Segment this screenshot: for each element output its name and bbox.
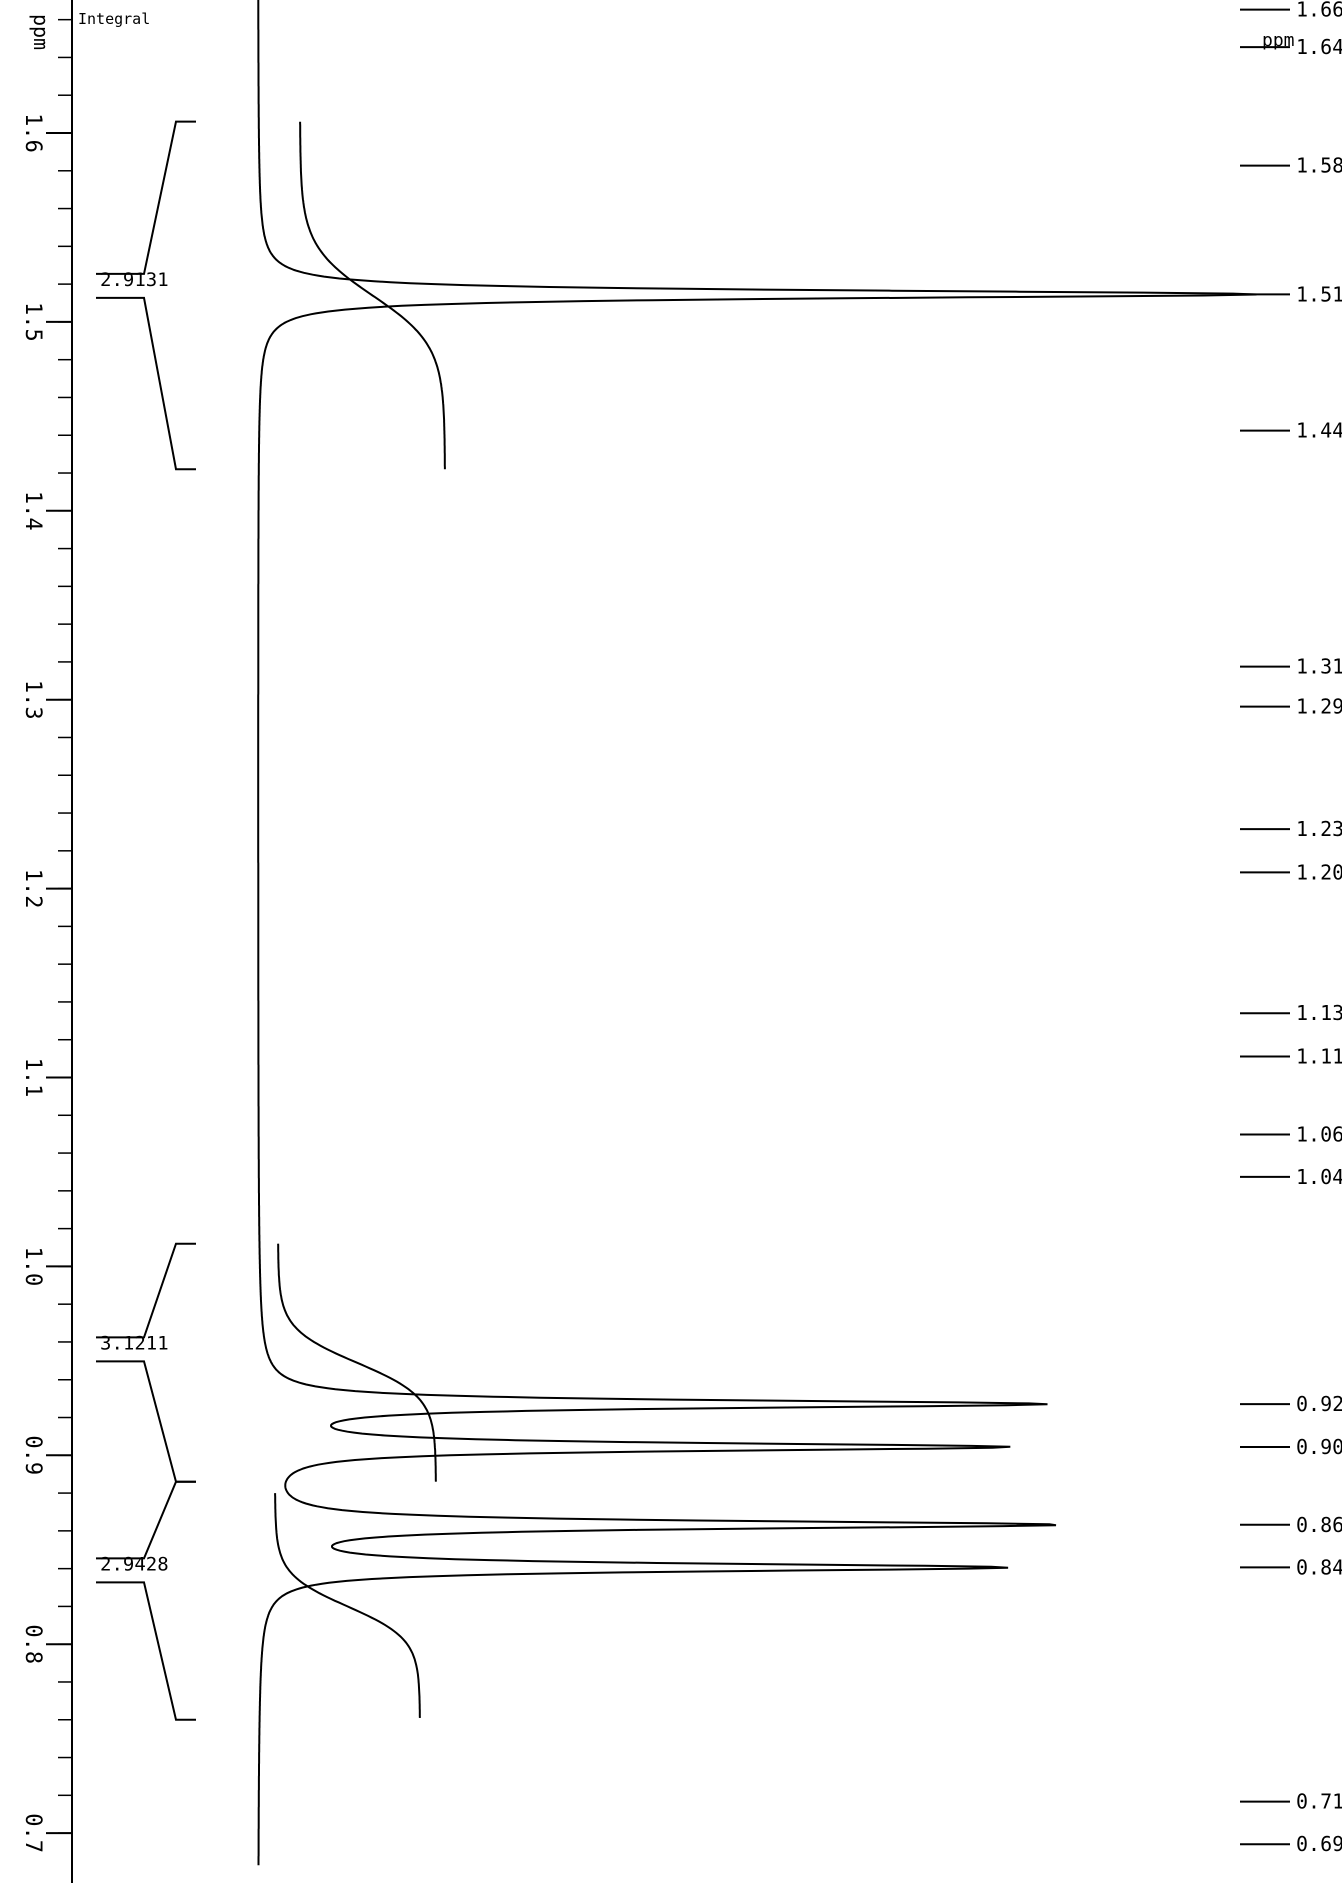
peak-value-label: 0.69413: [1296, 1832, 1342, 1856]
axis-tick-label: 1.6: [20, 113, 45, 153]
axis-title-ppm: ppm: [29, 14, 53, 50]
integral-value-label: 2.9131: [100, 269, 169, 291]
peak-value-label: 1.06984: [1296, 1122, 1342, 1146]
integral-value-label: 3.1211: [100, 1332, 169, 1354]
spectrum-traces: [257, 0, 1257, 1866]
axis-tick-label: 1.4: [20, 491, 45, 531]
peak-value-label: 0.84064: [1296, 1555, 1342, 1579]
axis-tick-label: 1.3: [20, 680, 45, 720]
peak-value-label: 1.58273: [1296, 154, 1342, 178]
peak-value-label: 1.04738: [1296, 1165, 1342, 1189]
peak-value-label: 0.92711: [1296, 1392, 1342, 1416]
axis-tick-label: 0.9: [20, 1435, 45, 1475]
ppm-axis: ppm 1.6 1.5 1.4 1.3 1.2 1.1 1.0 0.9 0.8 0.7: [20, 0, 73, 1883]
integral-title: Integral: [78, 10, 150, 28]
integral-bracket: [96, 120, 196, 471]
peak-value-label: 1.64546: [1296, 35, 1342, 59]
integral-value-label: 2.9428: [100, 1553, 169, 1575]
peak-value-label: 1.13403: [1296, 1001, 1342, 1025]
spectrum-line: [257, 0, 1257, 1866]
axis-tick-label: 1.0: [20, 1247, 45, 1287]
peak-value-label: 1.20862: [1296, 860, 1342, 884]
peak-value-label: 1.23151: [1296, 817, 1342, 841]
peak-value-label: 1.31751: [1296, 655, 1342, 679]
peak-value-label: 0.71663: [1296, 1790, 1342, 1814]
axis-tick-label: 1.1: [20, 1058, 45, 1098]
integral-bracket: [96, 1480, 196, 1721]
integral-brackets: 2.9131 3.1211 2.9428: [96, 120, 196, 1721]
axis-tick-label: 1.2: [20, 869, 45, 909]
integral-trace: [277, 1243, 437, 1482]
axis-ticks: 1.6 1.5 1.4 1.3 1.2 1.1 1.0 0.9 0.8 0.7: [20, 18, 72, 1853]
integral-trace: [274, 1493, 421, 1718]
peak-value-label: 1.51460: [1296, 282, 1342, 306]
integral-bracket: [96, 1242, 196, 1483]
peak-list: ppm 1.66533 1.64546 1.58273 1.51460 1.44247 1…: [1240, 0, 1342, 1856]
peak-value-label: 0.86322: [1296, 1513, 1342, 1537]
peak-value-label: 0.90438: [1296, 1435, 1342, 1459]
peak-value-label: 1.44247: [1296, 419, 1342, 443]
peak-value-label: 1.11111: [1296, 1045, 1342, 1069]
peak-list-header: ppm: [1262, 30, 1295, 51]
axis-tick-label: 0.8: [20, 1624, 45, 1664]
peak-value-label: 1.66533: [1296, 0, 1342, 22]
integral-trace: [299, 121, 446, 470]
peak-value-label: 1.29632: [1296, 695, 1342, 719]
axis-tick-label: 0.7: [20, 1813, 45, 1853]
axis-tick-label: 1.5: [20, 302, 45, 342]
